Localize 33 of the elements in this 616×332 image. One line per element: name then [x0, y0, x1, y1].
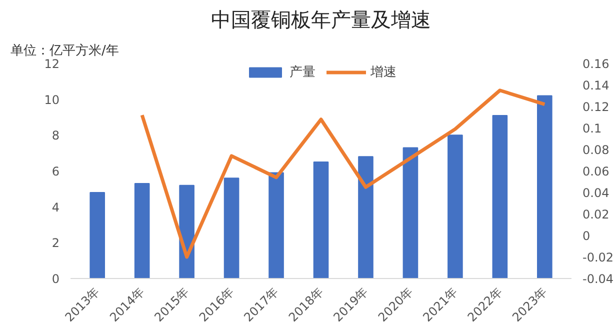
- bar: [268, 172, 284, 278]
- y2-tick-label: -0.02: [582, 250, 614, 264]
- y2-tick-label: 0.02: [582, 208, 610, 222]
- bar: [537, 95, 552, 278]
- y-tick-label: 2: [52, 236, 60, 250]
- y-tick-label: 0: [52, 272, 60, 286]
- bar: [134, 183, 150, 278]
- y2-tick-label: 0.16: [582, 57, 610, 71]
- line-series: [140, 88, 546, 259]
- bar: [90, 192, 105, 278]
- y-tick-label: 6: [52, 164, 60, 178]
- text: 单位：亿平方米/年: [10, 42, 119, 58]
- bar: [358, 156, 374, 278]
- bar: [492, 114, 508, 278]
- y-tick-label: 4: [52, 200, 60, 214]
- bar: [402, 147, 418, 278]
- y2-tick-label: 0.06: [582, 164, 610, 178]
- legend-label: 产量: [290, 64, 316, 81]
- y2-tick-label: 0.14: [582, 78, 610, 92]
- y-tick-label: 10: [44, 92, 60, 107]
- y2-tick-label: -0.04: [582, 272, 614, 286]
- y-tick-label: 12: [44, 57, 60, 71]
- bar: [313, 162, 329, 278]
- bar: [224, 178, 240, 278]
- y-tick-label: 8: [52, 128, 60, 143]
- y2-tick-label: 0: [582, 229, 590, 243]
- legend-label: 增速: [370, 64, 396, 81]
- y2-tick-label: 0.08: [582, 143, 610, 157]
- y2-tick-label: 0.12: [582, 100, 610, 114]
- y2-tick-label: 0.1: [582, 122, 602, 136]
- y2-tick-label: 0.04: [582, 186, 610, 200]
- chart-title: 中国覆铜板年产量及增速: [211, 8, 431, 32]
- bar: [448, 134, 463, 278]
